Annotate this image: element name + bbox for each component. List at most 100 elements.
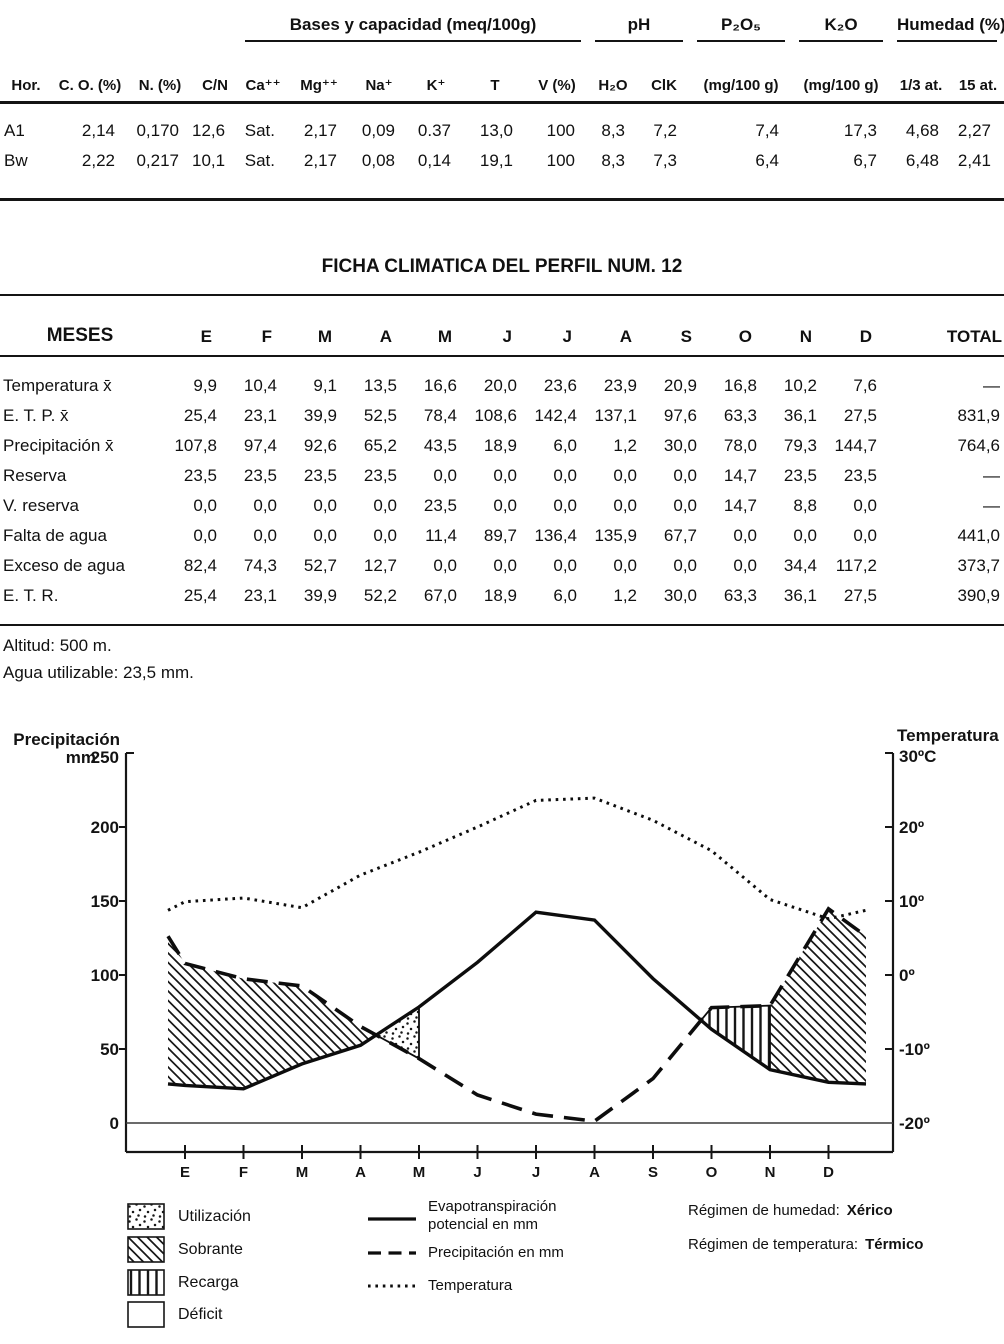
table-row: Temperatura x̄ 9,9 10,4 9,1 13,5 16,6 20,0 23,6…: [0, 356, 1004, 401]
legend-label: Utilización: [178, 1207, 251, 1225]
cell: 23,5: [783, 466, 817, 485]
column-header: Hor.: [0, 42, 52, 104]
table-row: Precipitación x̄ 107,8 97,4 92,6 65,2 43,5 18,…: [0, 431, 1004, 461]
legend-label-etp: Evapotranspiración potencial en mm: [428, 1198, 557, 1233]
cell: 0,0: [433, 556, 457, 575]
cell: 12,6: [192, 121, 226, 140]
month-header: F: [220, 295, 280, 357]
cell: 108,6: [474, 406, 517, 425]
month-header: O: [700, 295, 760, 357]
cell: 0,0: [193, 526, 217, 545]
month-header: J: [460, 295, 520, 357]
cell: A1: [4, 121, 25, 140]
dots-pattern-swatch-icon: [127, 1203, 165, 1230]
right-tick-label: 30ºC: [899, 747, 936, 766]
cell: 7,3: [653, 151, 678, 170]
cell: 13,0: [479, 121, 513, 140]
column-header: H₂O: [588, 42, 638, 104]
cell: 36,1: [783, 406, 817, 425]
month-label: M: [413, 1164, 426, 1181]
temperature-regime: Régimen de temperatura: Térmico: [688, 1236, 923, 1253]
column-header-row: MESES E F M A M J J A S O N D TOTAL: [0, 295, 1004, 357]
cell: 34,4: [783, 556, 817, 575]
cell: 23,1: [243, 406, 277, 425]
cell: 142,4: [534, 406, 577, 425]
month-header: A: [580, 295, 640, 357]
cell: 67,0: [423, 586, 457, 605]
cell: 0,0: [493, 466, 517, 485]
row-label: Precipitación x̄: [3, 436, 114, 455]
cell: 0,0: [313, 496, 337, 515]
column-header: Ca⁺⁺: [238, 42, 288, 104]
legend-label-precipitacion: Precipitación en mm: [428, 1244, 564, 1261]
climate-table-body: Temperatura x̄ 9,9 10,4 9,1 13,5 16,6 20,0 23,6…: [0, 356, 1004, 625]
month-header: E: [160, 295, 220, 357]
legend-item-sobrante: Sobrante: [127, 1236, 243, 1263]
vertical-hatch-swatch-icon: [127, 1269, 165, 1296]
row-label: Falta de agua: [3, 526, 107, 545]
cell: 6,0: [553, 586, 577, 605]
left-tick-label: 200: [91, 818, 119, 837]
legend-item-deficit: Déficit: [127, 1301, 222, 1328]
cell: 0,0: [793, 526, 817, 545]
month-header: S: [640, 295, 700, 357]
cell: 12,7: [363, 556, 397, 575]
cell: 16,8: [723, 376, 757, 395]
cell: 0,0: [493, 496, 517, 515]
legend-label: Sobrante: [178, 1240, 243, 1258]
cell: 11,4: [425, 526, 457, 545]
row-label: Temperatura x̄: [3, 376, 112, 395]
cell: 100: [546, 151, 575, 170]
climograph-figure: mm 250 200 150 100 50 0 Precipitación 30ºC 20º 10º…: [0, 690, 1004, 1195]
temperature-curve: [167, 796, 867, 921]
cell: 14,7: [723, 466, 757, 485]
column-header-row: Hor. C. O. (%) N. (%) C/N Ca⁺⁺ Mg⁺⁺ Na⁺ K⁺ T V (%…: [0, 42, 1004, 104]
cell: 137,1: [594, 406, 637, 425]
left-tick-label: 150: [91, 892, 119, 911]
cell: 63,3: [723, 586, 757, 605]
group-header-row: Bases y capacidad (meq/100g) pH P₂O₅ K₂O Hum…: [0, 0, 1004, 42]
month-header: D: [820, 295, 880, 357]
legend-item-recarga: Recarga: [127, 1269, 238, 1296]
column-header: ClK: [638, 42, 691, 104]
legend-label: Déficit: [178, 1305, 223, 1323]
cell: 23,5: [243, 466, 277, 485]
cell: Sat.: [244, 151, 275, 170]
total-cell: 764,6: [957, 436, 1000, 455]
climate-table-header: MESES E F M A M J J A S O N D TOTAL: [0, 295, 1004, 357]
cell: 8,8: [793, 496, 817, 515]
cell: 0,0: [253, 496, 277, 515]
cell: 52,2: [363, 586, 397, 605]
cell: 117,2: [835, 556, 877, 575]
cell: 92,6: [303, 436, 337, 455]
group-header: P₂O₅: [690, 0, 792, 42]
cell: 78,0: [723, 436, 757, 455]
cell: 0,0: [733, 556, 757, 575]
total-cell: —: [983, 466, 1000, 485]
soil-table-body: A1 2,14 0,170 12,6 Sat. 2,17 0,09 0.37 13,0 100 8,…: [0, 103, 1004, 200]
cell: 6,0: [553, 436, 577, 455]
cell: 39,9: [303, 406, 337, 425]
column-header: C. O. (%): [52, 42, 128, 104]
cell: 52,5: [363, 406, 397, 425]
left-axis-title: Precipitación: [13, 730, 120, 749]
table-row: V. reserva 0,0 0,0 0,0 0,0 23,5 0,0 0,0 0,0 0,0 14…: [0, 491, 1004, 521]
row-label: E. T. P. x̄: [3, 406, 69, 425]
month-header: M: [280, 295, 340, 357]
cell: 9,1: [313, 376, 337, 395]
cell: 0,0: [613, 556, 637, 575]
group-header: pH: [588, 0, 690, 42]
cell: 2,27: [957, 121, 992, 140]
cell: 36,1: [783, 586, 817, 605]
total-cell: 441,0: [957, 526, 1000, 545]
cell: 0,0: [553, 556, 577, 575]
cell: 0,0: [433, 466, 457, 485]
right-tick-label: -10º: [899, 1040, 930, 1059]
meses-header: MESES: [0, 295, 160, 357]
month-label: J: [532, 1164, 540, 1181]
month-label: E: [180, 1164, 190, 1181]
cell: 144,7: [834, 436, 877, 455]
altitude-note: Altitud: 500 m.: [3, 636, 112, 655]
cell: 0,0: [733, 526, 757, 545]
row-label: V. reserva: [3, 496, 79, 515]
